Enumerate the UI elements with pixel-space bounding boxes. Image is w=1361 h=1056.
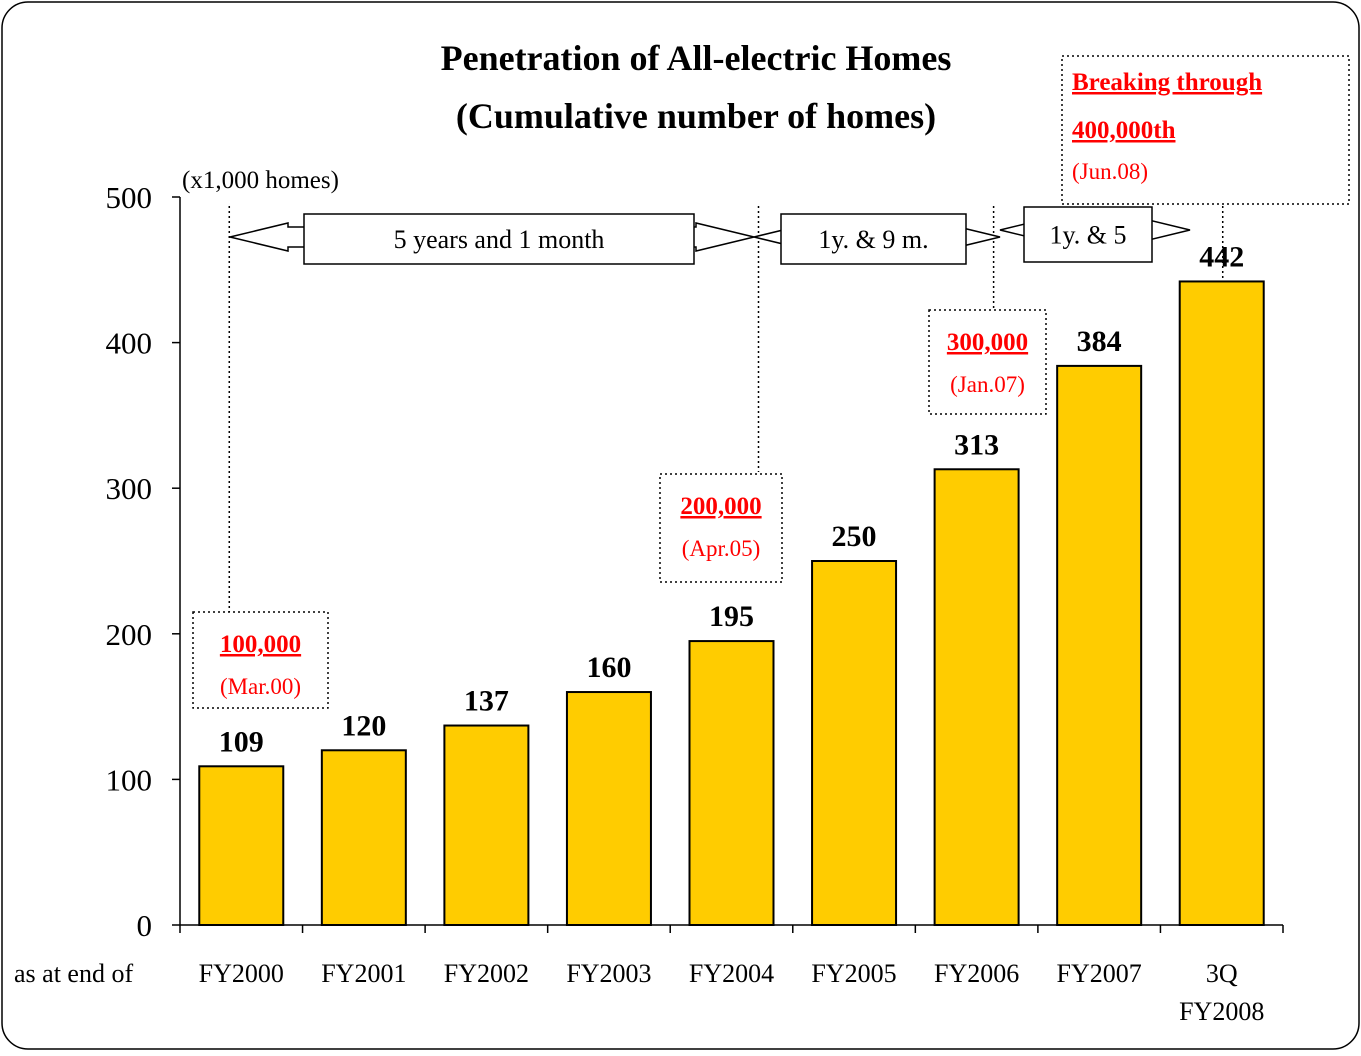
- chart-title: Penetration of All-electric Homes: [441, 38, 952, 78]
- x-tick-label: FY2003: [566, 959, 651, 988]
- x-tick-label: FY2000: [199, 959, 284, 988]
- data-label: 250: [832, 520, 877, 553]
- x-tick-label: FY2004: [689, 959, 774, 988]
- milestone-number: 300,000: [947, 329, 1028, 356]
- y-tick-label: 500: [106, 180, 153, 215]
- milestone-date: (Jan.07): [950, 372, 1025, 397]
- span-2-box: [780, 213, 967, 265]
- y-tick-label: 100: [106, 762, 153, 797]
- x-tick-label: FY2008: [1179, 997, 1264, 1026]
- bar: [933, 468, 1020, 926]
- x-tick-label: FY2001: [321, 959, 406, 988]
- milestone-2: 200,000 (Apr.05): [659, 473, 783, 583]
- unit-label: (x1,000 homes): [182, 167, 339, 194]
- x-tick-label: FY2007: [1057, 959, 1142, 988]
- bar: [443, 724, 530, 927]
- bar: [1178, 280, 1265, 926]
- y-tick-label: 300: [106, 471, 153, 506]
- milestone-prefix: Breaking through: [1072, 69, 1262, 96]
- data-label: 137: [464, 685, 509, 718]
- data-label: 384: [1077, 325, 1122, 358]
- span-arrows: 5 years and 1 month 1y. & 9 m. 1y. & 5: [229, 206, 1191, 265]
- milestone-1: 100,000 (Mar.00): [192, 611, 329, 709]
- x-tick-label: FY2002: [444, 959, 529, 988]
- milestone-box: [928, 309, 1047, 415]
- milestone-boxes: 100,000 (Mar.00) 200,000 (Apr.05) 300,000 (Ja…: [192, 55, 1350, 709]
- milestone-number: 200,000: [680, 493, 761, 520]
- y-tick-label: 0: [137, 908, 153, 943]
- milestone-number: 400,000th: [1072, 117, 1176, 144]
- chart-subtitle: (Cumulative number of homes): [456, 96, 936, 136]
- span-3-box: [1023, 206, 1153, 263]
- milestone-4: Breaking through 400,000th (Jun.08): [1061, 55, 1350, 205]
- bar: [320, 749, 407, 927]
- milestone-3: 300,000 (Jan.07): [928, 309, 1047, 415]
- bar: [1056, 364, 1143, 926]
- span-1-box: [303, 213, 695, 265]
- bars: [198, 280, 1265, 927]
- axes: 0 100 200 300 400 500 FY2000 FY2001 FY2002 FY2003…: [106, 180, 1284, 1026]
- data-label: 120: [341, 709, 386, 742]
- x-tick-label: 3Q: [1206, 959, 1238, 988]
- bar: [198, 765, 285, 927]
- milestone-date: (Mar.00): [220, 674, 301, 699]
- data-label: 195: [709, 600, 754, 633]
- x-tick-label: FY2005: [811, 959, 896, 988]
- y-tick-label: 200: [106, 617, 153, 652]
- bar: [688, 640, 775, 927]
- data-labels: 109 120 137 160 195 250 313 384 442: [219, 240, 1244, 758]
- x-axis-label: as at end of: [14, 959, 133, 988]
- y-tick-label: 400: [106, 326, 153, 361]
- data-label: 109: [219, 725, 264, 758]
- milestone-box: [659, 473, 783, 583]
- milestone-date: (Jun.08): [1072, 159, 1148, 184]
- span-1-label: 5 years and 1 month: [394, 225, 605, 254]
- bar: [565, 691, 652, 926]
- x-tick-label: FY2006: [934, 959, 1019, 988]
- span-2-label: 1y. & 9 m.: [818, 225, 928, 254]
- milestone-number: 100,000: [220, 631, 301, 658]
- data-label: 442: [1199, 240, 1244, 273]
- data-label: 160: [586, 651, 631, 684]
- milestone-date: (Apr.05): [682, 536, 761, 561]
- milestone-box: [1061, 55, 1350, 205]
- data-label: 313: [954, 428, 999, 461]
- bar: [811, 560, 898, 926]
- span-3-label: 1y. & 5: [1049, 221, 1126, 250]
- milestone-box: [192, 611, 329, 709]
